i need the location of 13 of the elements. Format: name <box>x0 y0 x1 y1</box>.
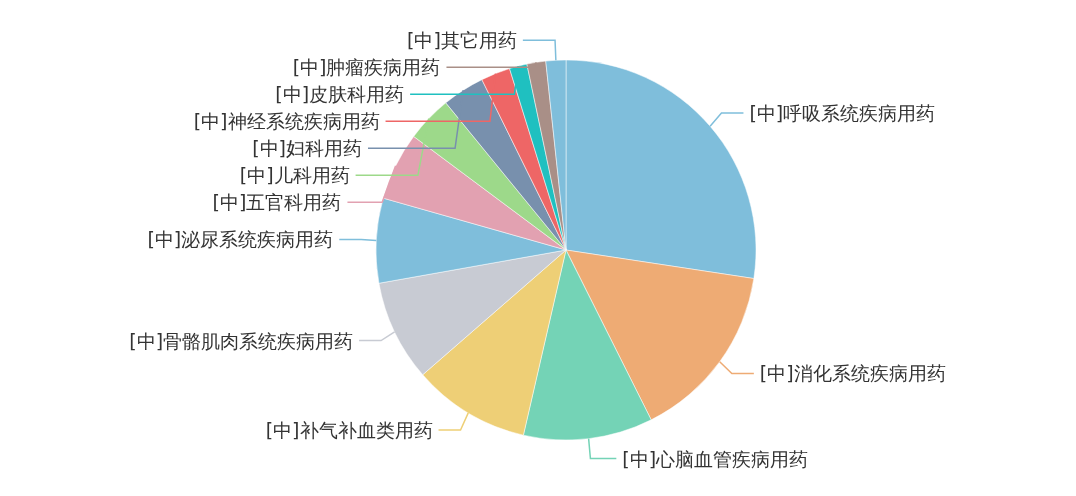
slice-label: [中]儿科用药 <box>239 164 350 187</box>
slice-label: [中]呼吸系统疾病用药 <box>749 102 936 125</box>
slice-label: [中]骨骼肌肉系统疾病用药 <box>129 329 354 352</box>
slice-label: [中]皮肤科用药 <box>275 83 405 106</box>
slice-label: [中]泌尿系统疾病用药 <box>147 228 334 251</box>
slice-label: [中]神经系统疾病用药 <box>193 110 380 133</box>
slice-label: [中]其它用药 <box>407 29 517 52</box>
slice-label: [中]五官科用药 <box>212 191 342 214</box>
slice-label: [中]消化系统疾病用药 <box>759 362 946 385</box>
slice-label: [中]妇科用药 <box>252 137 362 160</box>
slice-label: [中]心脑血管疾病用药 <box>622 447 809 470</box>
slice-label: [中]肿瘤疾病用药 <box>292 56 441 79</box>
slice-label: [中]补气补血类用药 <box>265 419 433 442</box>
